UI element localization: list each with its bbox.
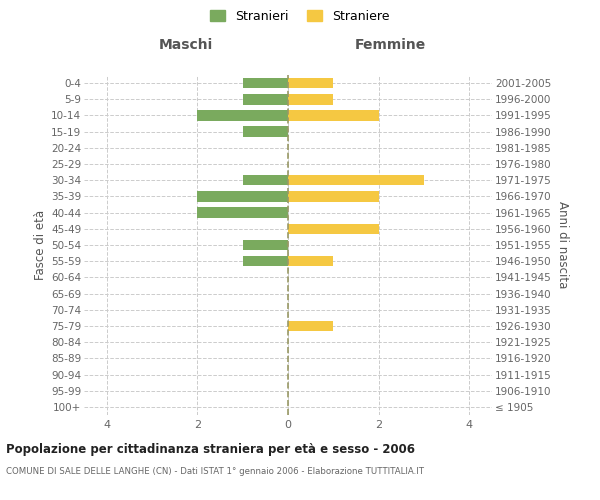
Bar xyxy=(288,224,379,234)
Bar xyxy=(197,191,288,202)
Text: COMUNE DI SALE DELLE LANGHE (CN) - Dati ISTAT 1° gennaio 2006 - Elaborazione TUT: COMUNE DI SALE DELLE LANGHE (CN) - Dati … xyxy=(6,468,424,476)
Bar xyxy=(288,191,379,202)
Bar xyxy=(242,78,288,88)
Text: Maschi: Maschi xyxy=(159,38,213,52)
Bar xyxy=(288,256,334,266)
Text: Femmine: Femmine xyxy=(355,38,425,52)
Legend: Stranieri, Straniere: Stranieri, Straniere xyxy=(206,6,394,26)
Bar xyxy=(197,208,288,218)
Bar xyxy=(242,94,288,104)
Bar xyxy=(242,126,288,137)
Bar xyxy=(288,320,334,331)
Bar xyxy=(242,175,288,186)
Text: Popolazione per cittadinanza straniera per età e sesso - 2006: Popolazione per cittadinanza straniera p… xyxy=(6,442,415,456)
Y-axis label: Anni di nascita: Anni di nascita xyxy=(556,202,569,288)
Bar xyxy=(288,78,334,88)
Bar xyxy=(242,240,288,250)
Bar xyxy=(242,256,288,266)
Bar xyxy=(288,94,334,104)
Bar xyxy=(197,110,288,120)
Y-axis label: Fasce di età: Fasce di età xyxy=(34,210,47,280)
Bar xyxy=(288,110,379,120)
Bar xyxy=(288,175,424,186)
